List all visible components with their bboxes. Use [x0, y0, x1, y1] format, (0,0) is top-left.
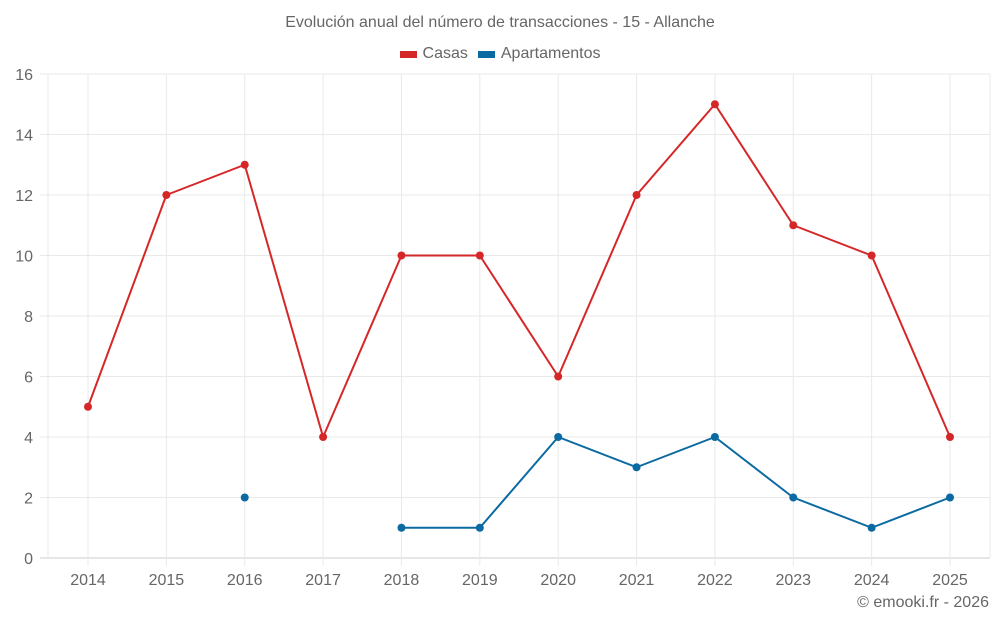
y-tick-label: 4 [24, 430, 33, 447]
data-point[interactable] [946, 493, 954, 502]
data-point[interactable] [946, 433, 954, 441]
y-tick-label: 14 [15, 128, 33, 145]
y-tick-label: 8 [24, 309, 33, 326]
x-tick-label: 2018 [384, 572, 420, 589]
data-point[interactable] [162, 191, 171, 199]
data-point[interactable] [397, 523, 406, 532]
credit-text: © emooki.fr - 2026 [857, 594, 989, 611]
x-tick-label: 2022 [697, 572, 733, 589]
grid-lines [40, 73, 991, 566]
y-tick-label: 6 [24, 370, 33, 387]
x-tick-label: 2015 [149, 572, 185, 589]
data-point[interactable] [789, 221, 798, 230]
data-point[interactable] [710, 100, 719, 109]
series-line [87, 103, 951, 438]
series-layer [84, 100, 954, 532]
axes: 0 2 4 6 8 10 12 14 16 2014 2015 2016 2017 2018 2019 202… [15, 67, 968, 589]
data-point[interactable] [397, 251, 406, 260]
data-point[interactable] [710, 433, 719, 441]
x-tick-label: 2024 [854, 572, 890, 589]
data-point[interactable] [554, 372, 563, 381]
x-tick-label: 2021 [619, 572, 655, 589]
legend-item-apartamentos[interactable]: Apartamentos [477, 45, 601, 63]
data-point[interactable] [632, 191, 641, 199]
y-tick-label: 16 [15, 67, 33, 84]
data-point[interactable] [867, 523, 876, 532]
data-point[interactable] [475, 523, 484, 532]
x-tick-label: 2020 [540, 572, 576, 589]
legend-label-casas: Casas [422, 45, 468, 62]
y-tick-label: 12 [15, 188, 33, 205]
data-point[interactable] [319, 433, 328, 441]
data-point[interactable] [789, 493, 798, 502]
series-apartamentos [240, 433, 954, 532]
x-tick-label: 2016 [227, 572, 263, 589]
x-tick-label: 2019 [462, 572, 498, 589]
legend-swatch-casas [399, 50, 417, 58]
data-point[interactable] [867, 251, 876, 260]
x-tick-label: 2014 [70, 572, 106, 589]
y-tick-label: 2 [24, 491, 33, 508]
data-point[interactable] [632, 463, 641, 472]
data-point[interactable] [240, 160, 249, 169]
x-tick-label: 2025 [932, 572, 968, 589]
data-point[interactable] [554, 433, 563, 441]
data-point[interactable] [84, 402, 92, 411]
x-tick-label: 2023 [775, 572, 811, 589]
legend-label-apartamentos: Apartamentos [500, 45, 601, 62]
data-point[interactable] [475, 251, 484, 260]
legend-swatch-apartamentos [477, 50, 495, 58]
series-casas [84, 100, 954, 441]
legend-item-casas[interactable]: Casas [399, 45, 468, 63]
legend: Casas Apartamentos [0, 45, 1000, 63]
x-tick-label: 2017 [305, 572, 341, 589]
data-point[interactable] [240, 493, 249, 502]
series-line [401, 436, 951, 529]
chart-title: Evolución anual del número de transaccio… [285, 14, 715, 31]
y-tick-label: 0 [24, 551, 33, 568]
y-tick-label: 10 [15, 249, 33, 266]
